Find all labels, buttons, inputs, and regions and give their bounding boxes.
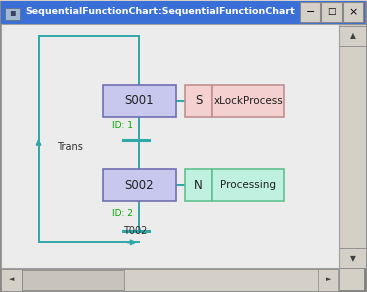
Text: ◄: ◄ [9,277,14,282]
FancyBboxPatch shape [339,24,366,268]
Text: S002: S002 [125,179,154,192]
FancyBboxPatch shape [185,169,212,201]
Text: T002: T002 [123,226,147,236]
Text: ▪: ▪ [9,7,16,17]
FancyBboxPatch shape [103,85,176,117]
Text: ►: ► [326,277,331,282]
FancyBboxPatch shape [5,8,20,20]
Text: ▲: ▲ [349,32,356,40]
FancyBboxPatch shape [212,85,284,117]
Text: N: N [195,179,203,192]
Text: Trans: Trans [57,142,83,152]
Text: xLockProcess: xLockProcess [213,96,283,106]
FancyBboxPatch shape [1,24,339,268]
FancyBboxPatch shape [103,169,176,201]
FancyBboxPatch shape [339,26,366,46]
FancyBboxPatch shape [321,2,342,22]
FancyBboxPatch shape [1,1,365,24]
FancyBboxPatch shape [1,269,22,291]
Text: ×: × [348,7,357,17]
Text: □: □ [327,8,336,16]
Text: ▼: ▼ [349,254,356,263]
Text: S001: S001 [125,94,154,107]
Text: ID: 2: ID: 2 [112,209,133,218]
FancyBboxPatch shape [212,169,284,201]
Text: Processing: Processing [220,180,276,190]
Text: −: − [306,7,315,17]
FancyBboxPatch shape [343,2,363,22]
FancyBboxPatch shape [318,269,338,291]
FancyBboxPatch shape [22,270,124,290]
FancyBboxPatch shape [300,2,320,22]
FancyBboxPatch shape [1,269,339,291]
Text: SequentialFunctionChart:SequentialFunctionChart: SequentialFunctionChart:SequentialFuncti… [25,8,295,16]
Text: S: S [195,94,203,107]
FancyBboxPatch shape [339,248,366,268]
FancyBboxPatch shape [185,85,212,117]
Text: ID: 1: ID: 1 [112,121,133,130]
